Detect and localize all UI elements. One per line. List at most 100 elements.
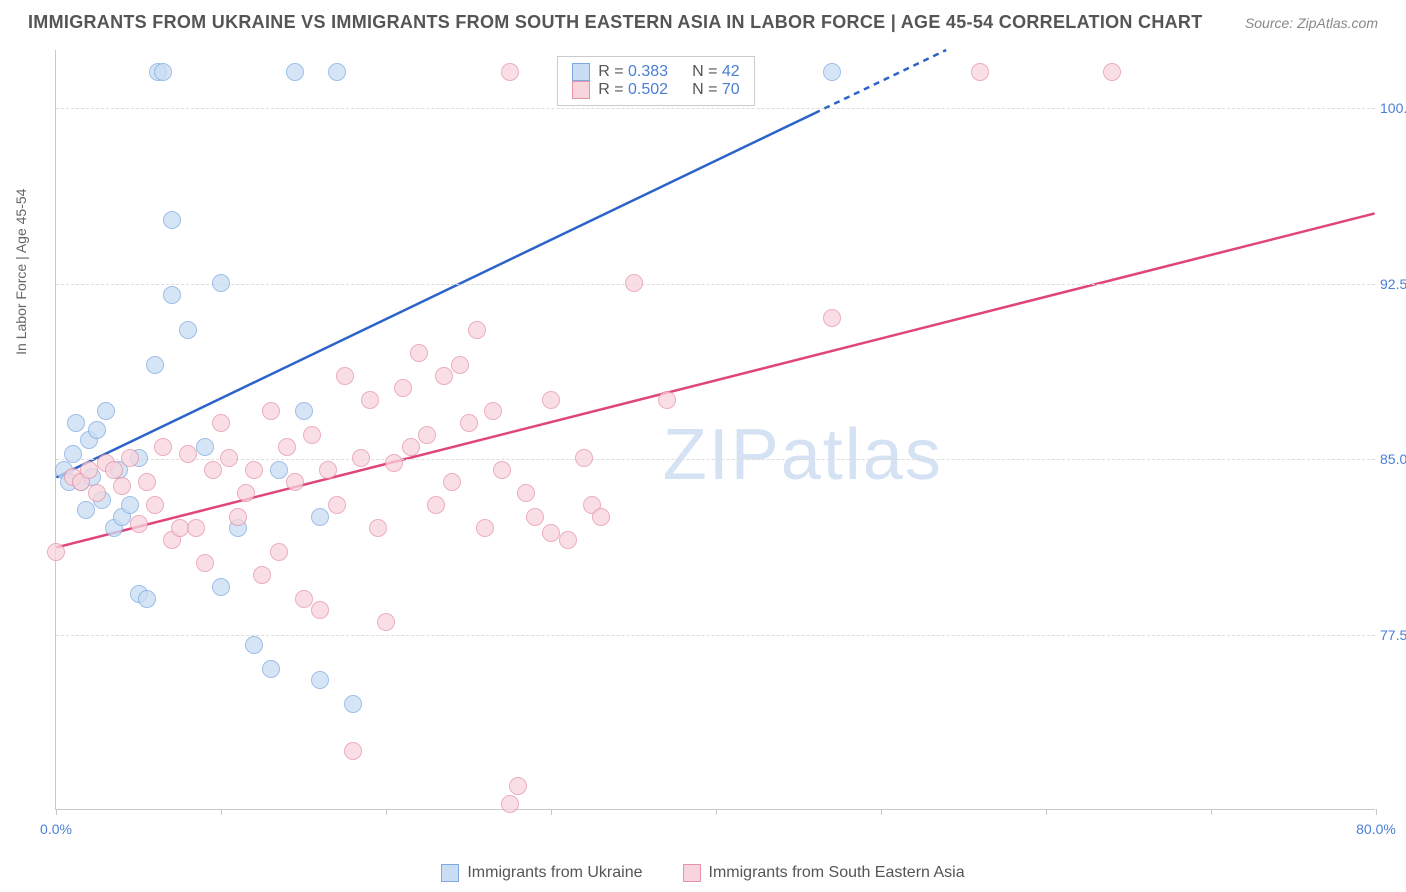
data-point: [245, 636, 263, 654]
x-tick: [56, 809, 57, 815]
data-point: [171, 519, 189, 537]
legend-r: R = 0.502: [598, 81, 668, 99]
data-point: [47, 543, 65, 561]
data-point: [97, 402, 115, 420]
data-point: [88, 484, 106, 502]
data-point: [484, 402, 502, 420]
legend-item: Immigrants from South Eastern Asia: [683, 864, 965, 882]
data-point: [253, 566, 271, 584]
legend-item: Immigrants from Ukraine: [441, 864, 642, 882]
data-point: [344, 742, 362, 760]
data-point: [361, 391, 379, 409]
data-point: [286, 63, 304, 81]
data-point: [319, 461, 337, 479]
data-point: [146, 356, 164, 374]
data-point: [592, 508, 610, 526]
data-point: [542, 524, 560, 542]
data-point: [105, 461, 123, 479]
x-tick: [881, 809, 882, 815]
data-point: [196, 438, 214, 456]
data-point: [286, 473, 304, 491]
data-point: [559, 531, 577, 549]
legend-row: R = 0.383N = 42: [572, 63, 739, 81]
x-tick: [1211, 809, 1212, 815]
data-point: [823, 309, 841, 327]
data-point: [418, 426, 436, 444]
scatter-chart: In Labor Force | Age 45-54 ZIPatlas R = …: [55, 50, 1375, 810]
data-point: [476, 519, 494, 537]
data-point: [262, 660, 280, 678]
legend-label: Immigrants from South Eastern Asia: [709, 864, 965, 882]
data-point: [220, 449, 238, 467]
data-point: [658, 391, 676, 409]
data-point: [130, 515, 148, 533]
data-point: [64, 445, 82, 463]
data-point: [179, 445, 197, 463]
x-tick: [716, 809, 717, 815]
data-point: [394, 379, 412, 397]
data-point: [468, 321, 486, 339]
legend-swatch: [683, 864, 701, 882]
data-point: [1103, 63, 1121, 81]
data-point: [67, 414, 85, 432]
data-point: [270, 461, 288, 479]
legend-swatch: [572, 63, 590, 81]
legend-swatch: [572, 81, 590, 99]
data-point: [443, 473, 461, 491]
data-point: [196, 554, 214, 572]
trend-lines: [56, 50, 1375, 809]
data-point: [245, 461, 263, 479]
data-point: [542, 391, 560, 409]
data-point: [154, 438, 172, 456]
correlation-legend: R = 0.383N = 42R = 0.502N = 70: [557, 56, 754, 106]
data-point: [493, 461, 511, 479]
data-point: [971, 63, 989, 81]
data-point: [517, 484, 535, 502]
data-point: [435, 367, 453, 385]
data-point: [303, 426, 321, 444]
x-tick: [1046, 809, 1047, 815]
data-point: [80, 461, 98, 479]
chart-header: IMMIGRANTS FROM UKRAINE VS IMMIGRANTS FR…: [0, 0, 1406, 41]
y-tick-label: 92.5%: [1380, 276, 1406, 292]
data-point: [410, 344, 428, 362]
gridline: [56, 284, 1375, 285]
data-point: [377, 613, 395, 631]
data-point: [311, 671, 329, 689]
legend-swatch: [441, 864, 459, 882]
chart-title: IMMIGRANTS FROM UKRAINE VS IMMIGRANTS FR…: [28, 12, 1203, 33]
chart-source: Source: ZipAtlas.com: [1245, 15, 1378, 31]
y-tick-label: 100.0%: [1380, 100, 1406, 116]
series-legend: Immigrants from Ukraine Immigrants from S…: [0, 864, 1406, 882]
data-point: [121, 449, 139, 467]
data-point: [212, 414, 230, 432]
data-point: [625, 274, 643, 292]
data-point: [336, 367, 354, 385]
data-point: [212, 578, 230, 596]
gridline: [56, 108, 1375, 109]
data-point: [262, 402, 280, 420]
data-point: [427, 496, 445, 514]
data-point: [88, 421, 106, 439]
data-point: [278, 438, 296, 456]
data-point: [138, 590, 156, 608]
data-point: [311, 601, 329, 619]
data-point: [501, 795, 519, 813]
data-point: [402, 438, 420, 456]
data-point: [187, 519, 205, 537]
data-point: [179, 321, 197, 339]
data-point: [154, 63, 172, 81]
data-point: [344, 695, 362, 713]
x-tick: [221, 809, 222, 815]
data-point: [295, 402, 313, 420]
data-point: [113, 477, 131, 495]
data-point: [270, 543, 288, 561]
data-point: [138, 473, 156, 491]
data-point: [501, 63, 519, 81]
data-point: [237, 484, 255, 502]
data-point: [295, 590, 313, 608]
data-point: [352, 449, 370, 467]
y-axis-label: In Labor Force | Age 45-54: [13, 188, 29, 354]
data-point: [460, 414, 478, 432]
legend-label: Immigrants from Ukraine: [467, 864, 642, 882]
